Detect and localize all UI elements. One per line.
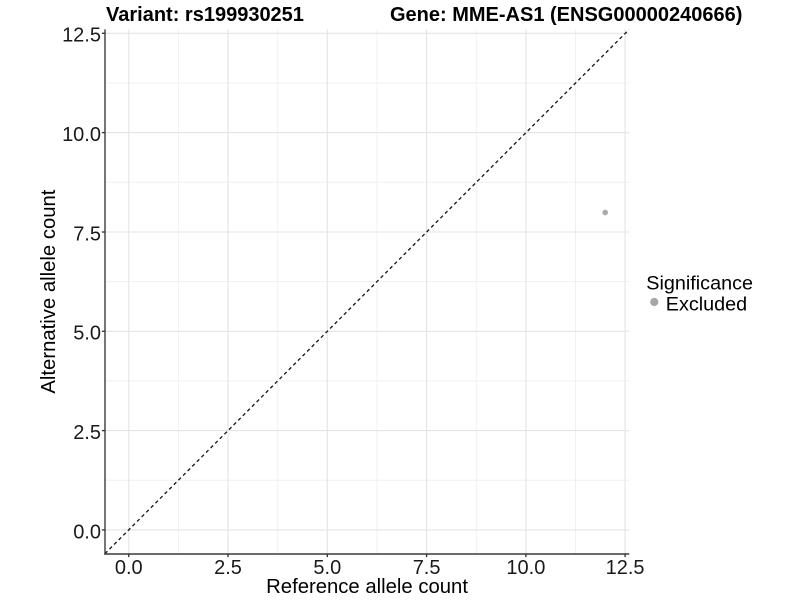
svg-text:5.0: 5.0: [313, 557, 341, 579]
svg-text:2.5: 2.5: [73, 422, 101, 444]
svg-text:0.0: 0.0: [73, 521, 101, 543]
svg-text:0.0: 0.0: [115, 557, 143, 579]
svg-text:Variant: rs199930251: Variant: rs199930251: [106, 4, 304, 26]
svg-text:Excluded: Excluded: [666, 294, 747, 316]
svg-text:Significance: Significance: [646, 272, 753, 294]
svg-text:5.0: 5.0: [73, 323, 101, 345]
svg-text:2.5: 2.5: [214, 557, 242, 579]
svg-text:10.0: 10.0: [62, 124, 101, 146]
svg-text:7.5: 7.5: [73, 223, 101, 245]
svg-text:Gene: MME-AS1 (ENSG00000240666: Gene: MME-AS1 (ENSG00000240666): [390, 4, 742, 26]
svg-text:7.5: 7.5: [413, 557, 441, 579]
svg-text:Reference allele count: Reference allele count: [266, 576, 468, 598]
svg-text:12.5: 12.5: [62, 25, 101, 47]
svg-text:12.5: 12.5: [606, 557, 645, 579]
svg-text:Alternative allele count: Alternative allele count: [38, 189, 60, 393]
svg-text:10.0: 10.0: [506, 557, 545, 579]
